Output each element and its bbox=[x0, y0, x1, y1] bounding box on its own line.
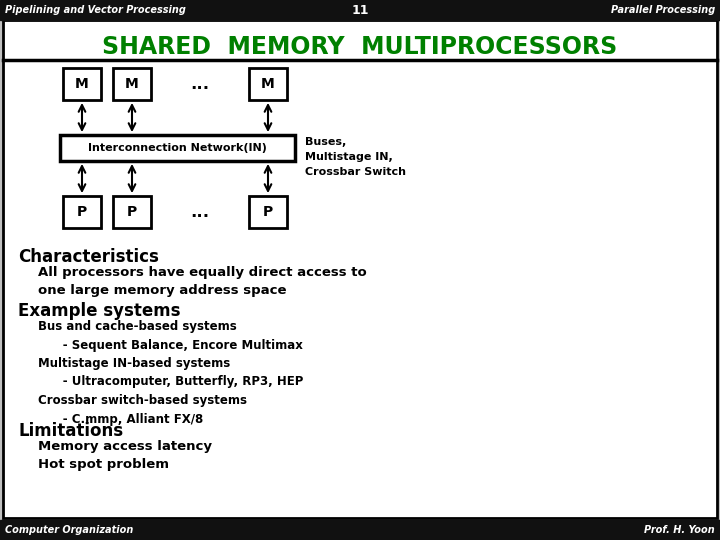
Text: All processors have equally direct access to
one large memory address space: All processors have equally direct acces… bbox=[38, 266, 366, 297]
Text: Example systems: Example systems bbox=[18, 302, 181, 320]
Text: Limitations: Limitations bbox=[18, 422, 123, 440]
Text: Memory access latency
Hot spot problem: Memory access latency Hot spot problem bbox=[38, 440, 212, 471]
Bar bbox=[249, 196, 287, 228]
Text: M: M bbox=[261, 77, 275, 91]
Text: P: P bbox=[127, 205, 137, 219]
Text: P: P bbox=[77, 205, 87, 219]
Text: Interconnection Network(IN): Interconnection Network(IN) bbox=[88, 143, 267, 153]
Bar bbox=[113, 68, 151, 100]
Bar bbox=[0, 0, 720, 20]
Bar bbox=[113, 196, 151, 228]
Bar bbox=[0, 520, 720, 540]
Text: Computer Organization: Computer Organization bbox=[5, 525, 133, 535]
Text: Prof. H. Yoon: Prof. H. Yoon bbox=[644, 525, 715, 535]
Text: ...: ... bbox=[190, 203, 210, 221]
Text: Parallel Processing: Parallel Processing bbox=[611, 5, 715, 15]
Text: Buses,
Multistage IN,
Crossbar Switch: Buses, Multistage IN, Crossbar Switch bbox=[305, 137, 406, 177]
Text: 11: 11 bbox=[351, 3, 369, 17]
Text: M: M bbox=[125, 77, 139, 91]
Bar bbox=[249, 68, 287, 100]
Text: Pipelining and Vector Processing: Pipelining and Vector Processing bbox=[5, 5, 186, 15]
Text: P: P bbox=[263, 205, 273, 219]
Bar bbox=[60, 135, 295, 161]
Bar bbox=[63, 68, 101, 100]
Bar bbox=[63, 196, 101, 228]
Text: SHARED  MEMORY  MULTIPROCESSORS: SHARED MEMORY MULTIPROCESSORS bbox=[102, 35, 618, 59]
Text: M: M bbox=[75, 77, 89, 91]
Text: Characteristics: Characteristics bbox=[18, 248, 159, 266]
Text: ...: ... bbox=[190, 75, 210, 93]
Text: Bus and cache-based systems
      - Sequent Balance, Encore Multimax
Multistage : Bus and cache-based systems - Sequent Ba… bbox=[38, 320, 303, 426]
